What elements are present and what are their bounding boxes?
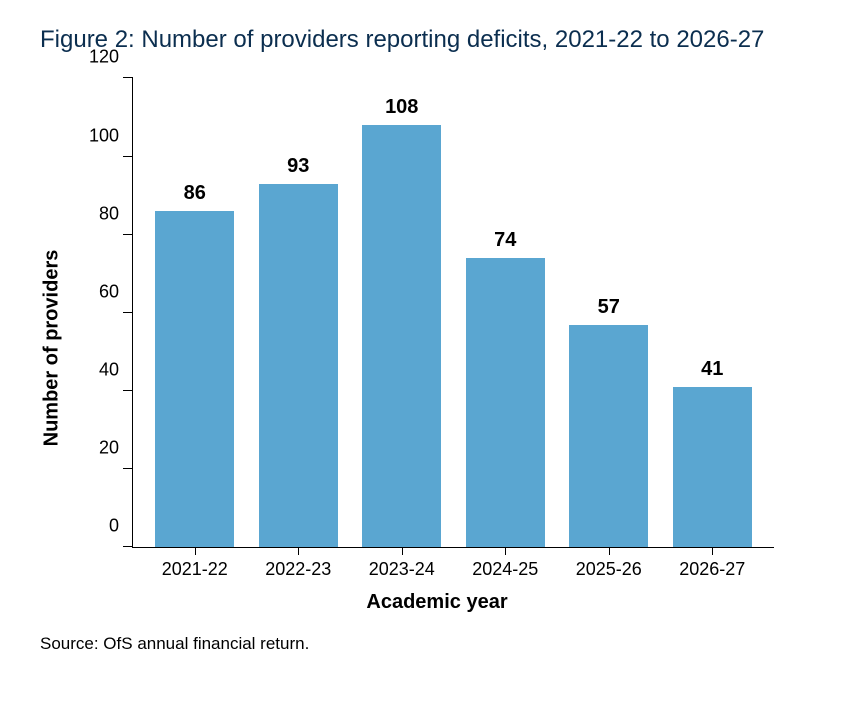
plot-area: Number of providers 862021-22932022-2310… [70,68,804,628]
x-tick [712,547,713,555]
bar-value-label: 108 [385,96,418,119]
bar: 108 [362,125,441,547]
y-tick-label: 0 [109,516,119,537]
y-tick-label: 20 [99,438,119,459]
bar-slot: 412026-27 [661,78,765,547]
bars-container: 862021-22932022-231082023-24742024-25572… [133,78,774,547]
bar: 86 [155,211,234,547]
x-tick-label: 2021-22 [162,559,228,580]
y-tick [123,234,133,235]
y-tick-label: 60 [99,281,119,302]
bar: 74 [466,258,545,547]
x-tick [505,547,506,555]
y-tick [123,390,133,391]
x-tick-label: 2023-24 [369,559,435,580]
bar: 93 [259,184,338,547]
y-axis-label: Number of providers [41,250,64,447]
bar-slot: 862021-22 [143,78,247,547]
bar-slot: 1082023-24 [350,78,454,547]
y-tick-label: 80 [99,203,119,224]
bar-value-label: 41 [701,358,723,381]
y-tick-label: 40 [99,360,119,381]
x-tick [298,547,299,555]
bar-slot: 572025-26 [557,78,661,547]
y-tick [123,77,133,78]
x-tick [609,547,610,555]
bar: 57 [569,325,648,548]
y-tick [123,312,133,313]
bar: 41 [673,387,752,547]
bar-value-label: 86 [184,182,206,205]
x-tick-label: 2022-23 [265,559,331,580]
chart-plot: 862021-22932022-231082023-24742024-25572… [132,78,774,548]
figure-title: Figure 2: Number of providers reporting … [40,24,804,56]
bar-value-label: 93 [287,155,309,178]
y-tick [123,468,133,469]
y-tick [123,546,133,547]
x-tick-label: 2024-25 [472,559,538,580]
bar-slot: 932022-23 [247,78,351,547]
x-tick [402,547,403,555]
y-tick-label: 100 [89,125,119,146]
bar-value-label: 57 [598,296,620,319]
x-tick-label: 2026-27 [679,559,745,580]
figure-container: Figure 2: Number of providers reporting … [0,0,844,716]
y-tick-label: 120 [89,47,119,68]
x-axis-label: Academic year [366,591,507,614]
bar-value-label: 74 [494,229,516,252]
x-tick [195,547,196,555]
bar-slot: 742024-25 [454,78,558,547]
y-tick [123,156,133,157]
source-note: Source: OfS annual financial return. [40,634,804,654]
x-tick-label: 2025-26 [576,559,642,580]
